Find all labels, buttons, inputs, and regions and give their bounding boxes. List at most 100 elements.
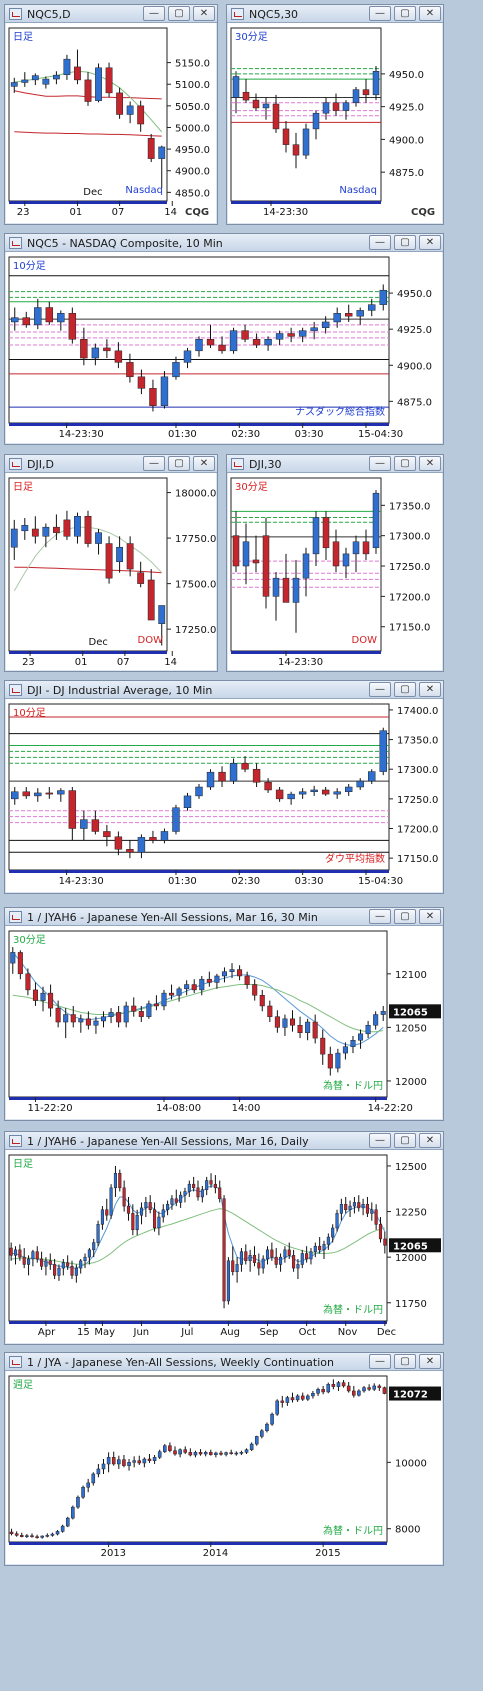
minimize-button[interactable]: — bbox=[143, 6, 165, 21]
window-jpy-30min[interactable]: 1 / JYAH6 - Japanese Yen-All Sessions, M… bbox=[4, 907, 444, 1121]
window-jpy-weekly[interactable]: 1 / JYA - Japanese Yen-All Sessions, Wee… bbox=[4, 1352, 444, 1566]
maximize-button[interactable]: ▢ bbox=[394, 235, 416, 250]
window-nasdaq-10min[interactable]: NQC5 - NASDAQ Composite, 10 Min — ▢ ✕ 4950… bbox=[4, 233, 444, 445]
candle-body bbox=[195, 339, 203, 352]
dji-10min-chart[interactable]: 17400.0 17350.0 17300.0 17250.0 17200.0 17150… bbox=[5, 700, 443, 893]
candle-body bbox=[161, 992, 167, 1007]
candle-body bbox=[290, 1397, 295, 1401]
minimize-button[interactable]: — bbox=[369, 682, 391, 697]
maximize-button[interactable]: ▢ bbox=[394, 1354, 416, 1369]
candle-body bbox=[232, 535, 240, 567]
candle-body bbox=[335, 1213, 339, 1229]
window-jpy-daily[interactable]: 1 / JYAH6 - Japanese Yen-All Sessions, M… bbox=[4, 1131, 444, 1345]
candle-body bbox=[226, 1260, 230, 1302]
maximize-button[interactable]: ▢ bbox=[168, 6, 190, 21]
window-titlebar[interactable]: 1 / JYA - Japanese Yen-All Sessions, Wee… bbox=[5, 1353, 443, 1371]
window-titlebar[interactable]: NQC5,30 — ▢ ✕ bbox=[227, 5, 443, 23]
minimize-button[interactable]: — bbox=[369, 6, 391, 21]
candle-body bbox=[142, 1458, 147, 1464]
jpy-30min-chart[interactable]: 12100 12050 12000 12065 11-22:20 14-08:00 14:0… bbox=[5, 927, 443, 1120]
close-button[interactable]: ✕ bbox=[419, 909, 441, 924]
window-titlebar[interactable]: DJI,30 — ▢ ✕ bbox=[227, 455, 443, 473]
window-titlebar[interactable]: DJI - DJ Industrial Average, 10 Min — ▢ ✕ bbox=[5, 681, 443, 699]
close-button[interactable]: ✕ bbox=[419, 1133, 441, 1148]
candle-body bbox=[63, 58, 71, 75]
window-titlebar[interactable]: NQC5,D — ▢ ✕ bbox=[5, 5, 217, 23]
candle-body bbox=[103, 831, 111, 838]
candle-body bbox=[206, 339, 215, 346]
window-nqc-daily[interactable]: NQC5,D — ▢ ✕ 5150.0 5100.0 5050.0 5000.0 4950.… bbox=[4, 4, 218, 225]
minimize-button[interactable]: — bbox=[369, 235, 391, 250]
candle-body bbox=[374, 1209, 378, 1225]
window-dji-10min[interactable]: DJI - DJ Industrial Average, 10 Min — ▢ ✕ … bbox=[4, 680, 444, 894]
candle-body bbox=[244, 1251, 248, 1262]
window-titlebar[interactable]: DJI,D — ▢ ✕ bbox=[5, 455, 217, 473]
candle-body bbox=[131, 1005, 137, 1012]
candle-body bbox=[321, 789, 330, 795]
candle-body bbox=[344, 1204, 348, 1210]
candle-body bbox=[356, 780, 364, 788]
minimize-button[interactable]: — bbox=[369, 1133, 391, 1148]
candle-body bbox=[242, 91, 250, 101]
maximize-button[interactable]: ▢ bbox=[394, 682, 416, 697]
minimize-button[interactable]: — bbox=[369, 456, 391, 471]
nasdaq-10min-chart[interactable]: 4950.0 4925.0 4900.0 4875.0 14-23:30 01:30 02:… bbox=[5, 253, 443, 444]
maximize-button[interactable]: ▢ bbox=[394, 6, 416, 21]
candle-body bbox=[179, 1194, 183, 1203]
candle-body bbox=[257, 1262, 261, 1269]
candle-body bbox=[362, 541, 370, 555]
close-button[interactable]: ✕ bbox=[193, 456, 215, 471]
last-price-label: 12065 bbox=[393, 1241, 428, 1252]
window-titlebar[interactable]: 1 / JYAH6 - Japanese Yen-All Sessions, M… bbox=[5, 1132, 443, 1150]
window-dji-daily[interactable]: DJI,D — ▢ ✕ 18000.0 17750.0 17500.0 17250.0 23… bbox=[4, 454, 218, 672]
x-tick-label: Jun bbox=[133, 1327, 150, 1338]
maximize-button[interactable]: ▢ bbox=[394, 456, 416, 471]
maximize-button[interactable]: ▢ bbox=[394, 1133, 416, 1148]
minimize-button[interactable]: — bbox=[143, 456, 165, 471]
y-tick-label: 4925.0 bbox=[397, 325, 432, 336]
candle-body bbox=[144, 1202, 148, 1209]
close-button[interactable]: ✕ bbox=[419, 235, 441, 250]
timeframe-label: 30分足 bbox=[235, 481, 268, 493]
candle-body bbox=[295, 1395, 300, 1401]
dji-30min-chart[interactable]: 17350.0 17300.0 17250.0 17200.0 17150.0 14-23… bbox=[227, 474, 443, 671]
window-nqc-30min[interactable]: NQC5,30 — ▢ ✕ 4950.0 4925.0 4900.0 4875.0 14-2… bbox=[226, 4, 444, 225]
close-button[interactable]: ✕ bbox=[193, 6, 215, 21]
candle-body bbox=[274, 1256, 278, 1265]
window-titlebar[interactable]: 1 / JYAH6 - Japanese Yen-All Sessions, M… bbox=[5, 908, 443, 926]
minimize-button[interactable]: — bbox=[369, 1354, 391, 1369]
candle-body bbox=[163, 1445, 167, 1452]
candle-body bbox=[264, 782, 272, 791]
maximize-button[interactable]: ▢ bbox=[168, 456, 190, 471]
candle-body bbox=[61, 1262, 65, 1269]
window-dji-30min[interactable]: DJI,30 — ▢ ✕ 17350.0 17300.0 17250.0 17200.0 1… bbox=[226, 454, 444, 672]
close-button[interactable]: ✕ bbox=[419, 456, 441, 471]
candle-body bbox=[55, 1007, 61, 1023]
candle-body bbox=[21, 79, 29, 83]
candle-body bbox=[122, 1187, 126, 1207]
close-button[interactable]: ✕ bbox=[419, 682, 441, 697]
y-tick-label: 12050 bbox=[395, 1023, 427, 1034]
candle-body bbox=[372, 1385, 377, 1390]
candle-body bbox=[292, 577, 300, 603]
candle-body bbox=[235, 1264, 239, 1272]
candle-body bbox=[80, 339, 88, 359]
dji-daily-chart[interactable]: 18000.0 17750.0 17500.0 17250.0 23 01 07 14 Dec 日… bbox=[5, 474, 217, 671]
nqc-30min-chart[interactable]: 4950.0 4925.0 4900.0 4875.0 14-23:30 30分足 Nasd… bbox=[227, 24, 443, 224]
close-button[interactable]: ✕ bbox=[419, 1354, 441, 1369]
window-title: NQC5,30 bbox=[249, 8, 299, 21]
timeframe-label: 日足 bbox=[13, 31, 33, 43]
candle-body bbox=[48, 1260, 52, 1265]
window-title: DJI - DJ Industrial Average, 10 Min bbox=[27, 684, 213, 697]
minimize-button[interactable]: — bbox=[369, 909, 391, 924]
maximize-button[interactable]: ▢ bbox=[394, 909, 416, 924]
candle-body bbox=[289, 1018, 296, 1026]
window-titlebar[interactable]: NQC5 - NASDAQ Composite, 10 Min — ▢ ✕ bbox=[5, 234, 443, 252]
candle-body bbox=[9, 1531, 14, 1534]
nqc-daily-chart[interactable]: 5150.0 5100.0 5050.0 5000.0 4950.0 4900.0 4850… bbox=[5, 24, 217, 224]
candle-body bbox=[52, 74, 60, 80]
x-tick-label: 14-23:30 bbox=[263, 207, 308, 218]
close-button[interactable]: ✕ bbox=[419, 6, 441, 21]
jpy-daily-chart[interactable]: 12500 12250 12000 11750 12065 Apr 15 May Jun Jul A… bbox=[5, 1151, 443, 1344]
